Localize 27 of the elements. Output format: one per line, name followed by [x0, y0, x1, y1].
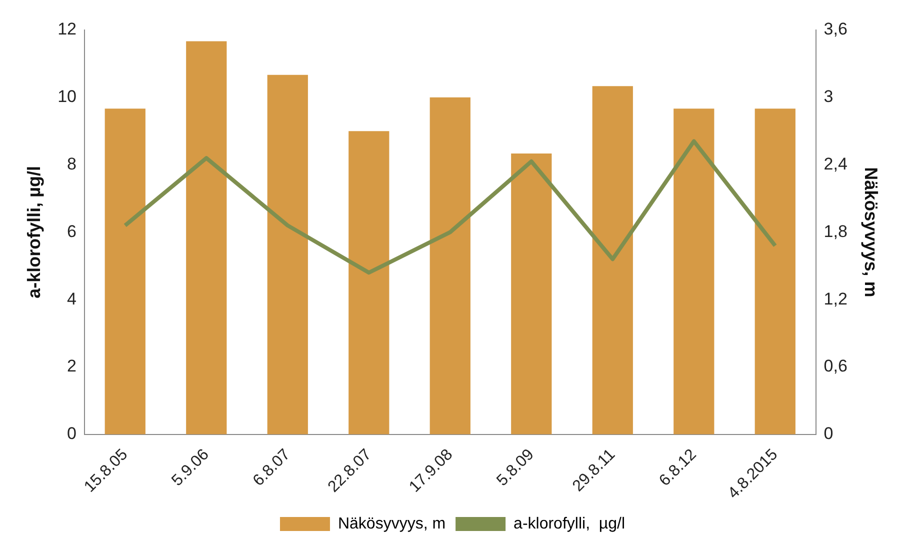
y2-tick-label: 1,2: [824, 289, 848, 308]
bar: [592, 86, 633, 434]
y-tick-label: 0: [67, 424, 77, 444]
bar: [754, 108, 796, 434]
y2-tick-label: 2,4: [824, 154, 848, 174]
bar: [674, 108, 714, 434]
y2-tick-label: 0,6: [824, 356, 848, 376]
y-axis-title: a-klorofylli, µg/l: [24, 166, 44, 298]
y2-tick-label: 3,6: [824, 20, 848, 39]
legend-label: Näkösyvyys, m: [338, 515, 446, 532]
bar: [430, 97, 470, 434]
y-tick-label: 6: [67, 222, 77, 241]
bar: [104, 108, 146, 434]
legend-label: a-klorofylli, µg/l: [514, 515, 626, 532]
y-tick-label: 12: [58, 20, 77, 39]
bar: [267, 74, 308, 434]
bar: [186, 41, 227, 434]
y2-tick-label: 3: [824, 87, 834, 106]
y2-axis-title: Näkösyvyys, m: [861, 167, 882, 298]
y-tick-label: 8: [67, 154, 77, 174]
y-tick-label: 10: [58, 87, 77, 106]
y2-tick-label: 0: [824, 424, 834, 444]
y-tick-label: 2: [67, 356, 77, 376]
y-tick-label: 4: [67, 289, 77, 308]
bar: [511, 154, 552, 434]
y2-tick-label: 1,8: [824, 222, 848, 241]
bar: [348, 131, 390, 434]
